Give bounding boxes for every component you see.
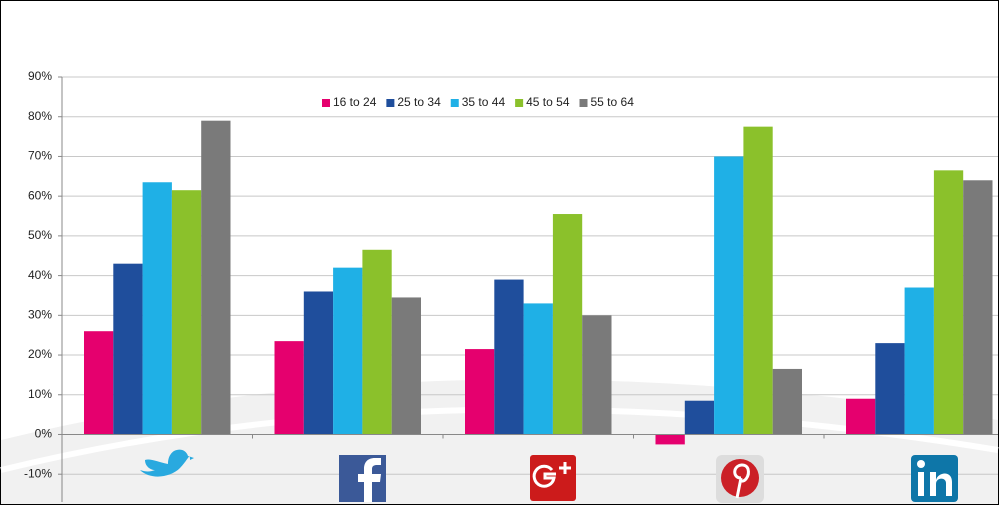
bar: [875, 343, 905, 435]
facebook-glyph: [358, 458, 381, 502]
bar: [201, 120, 231, 435]
bar: [465, 349, 495, 435]
y-tick-label: 90%: [28, 69, 52, 83]
bar: [84, 331, 114, 435]
legend-swatch: [450, 99, 459, 107]
y-tick-label: 30%: [28, 307, 52, 321]
y-tick-label: 20%: [28, 347, 52, 361]
bar: [582, 315, 612, 435]
bar: [523, 303, 553, 435]
y-tick-label: 50%: [28, 228, 52, 242]
legend-label: 16 to 24: [333, 95, 377, 109]
bar: [933, 170, 964, 435]
y-tick-label: 0%: [35, 427, 53, 441]
y-tick-label: 40%: [28, 268, 52, 282]
legend-swatch: [386, 99, 395, 107]
bar: [113, 263, 143, 435]
y-tick-label: 80%: [28, 109, 52, 123]
y-tick-label: 60%: [28, 188, 52, 202]
bar: [274, 341, 304, 435]
legend-swatch: [515, 99, 524, 107]
linkedin-i: [918, 472, 924, 496]
bar: [391, 297, 421, 435]
bar: [655, 434, 685, 445]
legend-swatch: [322, 99, 330, 107]
legend-label: 55 to 64: [591, 95, 635, 109]
bar: [494, 279, 524, 435]
bar: [362, 249, 392, 435]
bar: [171, 190, 202, 435]
bar: [846, 398, 876, 435]
googleplus-g: [532, 464, 556, 488]
bar: [142, 182, 172, 435]
twitter-icon: [140, 449, 194, 477]
legend-label: 25 to 34: [397, 95, 441, 109]
bar: [963, 180, 993, 435]
plot: -10% 0% 10% 20% 30% 40% 50% 60% 70% 80% 90% 16 to 2…: [24, 69, 998, 502]
bar: [303, 291, 334, 435]
linkedin-dot: [917, 460, 925, 468]
bar: [904, 287, 934, 435]
googleplus-plus: [559, 462, 571, 474]
bar: [333, 267, 363, 435]
bar: [684, 400, 715, 435]
bar: [772, 368, 802, 435]
legend-label: 45 to 54: [526, 95, 570, 109]
linkedin-n: [930, 472, 952, 496]
bar: [743, 126, 773, 435]
icons: [140, 449, 958, 503]
bar: [552, 214, 583, 435]
y-tick-label: -10%: [24, 466, 52, 480]
y-tick-label: 70%: [28, 149, 52, 163]
pinterest-glyph: [733, 463, 750, 499]
legend-swatch: [579, 99, 588, 107]
y-tick-label: 10%: [28, 387, 52, 401]
bar: [714, 156, 744, 435]
legend-label: 35 to 44: [462, 95, 506, 109]
